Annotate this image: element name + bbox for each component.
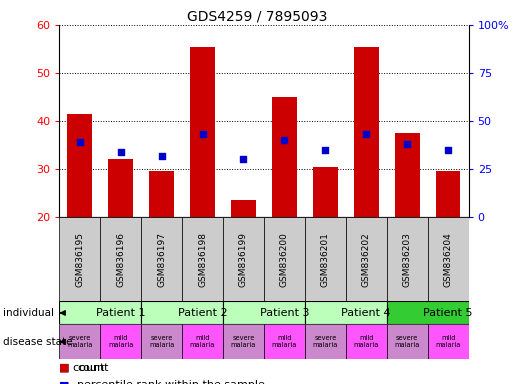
Text: mild
malaria: mild malaria	[354, 335, 379, 348]
Bar	[59, 301, 141, 324]
Text: Patient 5: Patient 5	[423, 308, 473, 318]
Text: severe
malaria: severe malaria	[313, 335, 338, 348]
Point	[403, 141, 411, 147]
Bar	[223, 217, 264, 301]
Bar	[223, 324, 264, 359]
Point	[239, 156, 248, 162]
Bar	[305, 301, 387, 324]
Point	[76, 139, 84, 145]
Bar	[67, 114, 92, 217]
Text: Patient 2: Patient 2	[178, 308, 227, 318]
Bar	[436, 171, 460, 217]
Bar	[346, 217, 387, 301]
Text: individual: individual	[3, 308, 54, 318]
Text: severe
malaria: severe malaria	[394, 335, 420, 348]
Bar	[346, 324, 387, 359]
Bar	[387, 301, 469, 324]
Point	[116, 149, 125, 155]
Point	[158, 152, 166, 159]
Text: severe
malaria: severe malaria	[231, 335, 256, 348]
Bar	[395, 133, 420, 217]
Text: GSM836198: GSM836198	[198, 232, 207, 287]
Text: Patient 1: Patient 1	[96, 308, 145, 318]
Bar	[108, 159, 133, 217]
Text: GSM836202: GSM836202	[362, 232, 371, 286]
Text: disease state: disease state	[3, 337, 72, 347]
Text: GSM836201: GSM836201	[321, 232, 330, 286]
Bar	[354, 46, 379, 217]
Text: percentile rank within the sample: percentile rank within the sample	[77, 380, 265, 384]
Bar	[182, 324, 223, 359]
Bar	[264, 324, 305, 359]
Bar	[141, 324, 182, 359]
Text: ■: ■	[59, 380, 70, 384]
Point	[444, 147, 452, 153]
Text: GSM836203: GSM836203	[403, 232, 411, 286]
Text: ■ count: ■ count	[59, 363, 105, 373]
Text: mild
malaria: mild malaria	[108, 335, 133, 348]
Bar	[387, 217, 427, 301]
Text: GSM836195: GSM836195	[75, 232, 84, 287]
Bar	[141, 217, 182, 301]
Point	[198, 131, 207, 137]
Text: count: count	[77, 363, 109, 373]
Bar	[100, 324, 141, 359]
Bar	[59, 217, 100, 301]
Bar	[313, 167, 338, 217]
Bar	[59, 324, 100, 359]
Text: GSM836197: GSM836197	[157, 232, 166, 287]
Point	[280, 137, 288, 143]
Bar	[149, 171, 174, 217]
Bar	[427, 217, 469, 301]
Text: severe
malaria: severe malaria	[149, 335, 174, 348]
Text: mild
malaria: mild malaria	[436, 335, 461, 348]
Text: Patient 3: Patient 3	[260, 308, 309, 318]
Text: mild
malaria: mild malaria	[272, 335, 297, 348]
Bar	[100, 217, 141, 301]
Bar	[387, 324, 427, 359]
Point	[362, 131, 370, 137]
Text: GDS4259 / 7895093: GDS4259 / 7895093	[187, 10, 328, 23]
Bar	[141, 301, 223, 324]
Text: ■: ■	[59, 363, 70, 373]
Bar	[231, 200, 256, 217]
Bar	[223, 301, 305, 324]
Text: GSM836200: GSM836200	[280, 232, 289, 286]
Text: mild
malaria: mild malaria	[190, 335, 215, 348]
Bar	[305, 217, 346, 301]
Bar	[427, 324, 469, 359]
Text: severe
malaria: severe malaria	[67, 335, 92, 348]
Bar	[305, 324, 346, 359]
Point	[321, 147, 330, 153]
Bar	[272, 97, 297, 217]
Text: GSM836204: GSM836204	[444, 232, 453, 286]
Bar	[264, 217, 305, 301]
Text: GSM836196: GSM836196	[116, 232, 125, 287]
Bar	[190, 46, 215, 217]
Text: Patient 4: Patient 4	[341, 308, 391, 318]
Text: GSM836199: GSM836199	[239, 232, 248, 287]
Bar	[182, 217, 223, 301]
